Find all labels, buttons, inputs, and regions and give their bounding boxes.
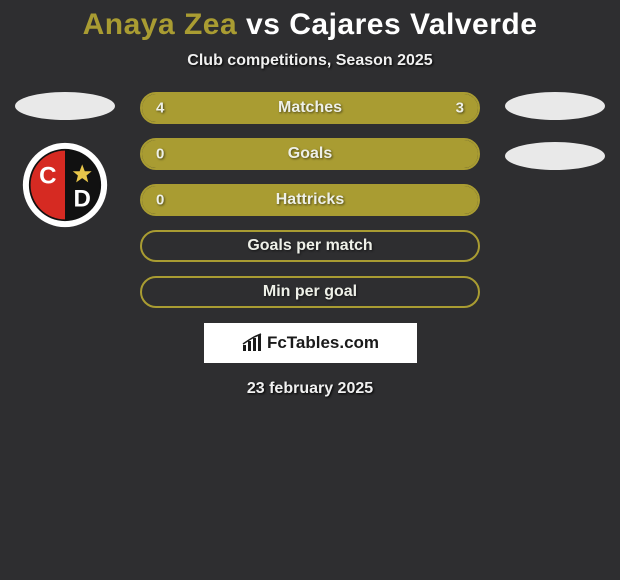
stat-pill-min-per-goal: Min per goal: [140, 276, 480, 308]
brand-text: FcTables.com: [267, 333, 379, 353]
stat-value-left: 0: [156, 146, 164, 163]
crest-svg: C D: [22, 142, 108, 228]
stat-label: Matches: [278, 99, 342, 117]
title-player-left: Anaya Zea: [83, 8, 238, 41]
club-crest-left: C D: [22, 142, 108, 228]
stat-label: Goals per match: [247, 237, 372, 255]
subtitle: Club competitions, Season 2025: [0, 52, 620, 70]
left-placeholder-ellipse: [15, 92, 115, 120]
crest-letter-c: C: [39, 162, 56, 189]
stat-label: Min per goal: [263, 283, 357, 301]
body-area: C D 4 3 Matches 0 Goals 0 Hattricks Goals per m…: [0, 92, 620, 308]
stat-label: Hattricks: [276, 191, 344, 209]
infographic-root: Anaya Zea vs Cajares Valverde Club compe…: [0, 0, 620, 398]
title-vs-right: vs Cajares Valverde: [246, 8, 537, 41]
date-line: 23 february 2025: [0, 380, 620, 398]
stat-pill-hattricks: 0 Hattricks: [140, 184, 480, 216]
stat-value-left: 4: [156, 100, 164, 117]
right-placeholder-ellipse-1: [505, 92, 605, 120]
crest-letter-d: D: [74, 186, 91, 213]
stat-label: Goals: [288, 145, 332, 163]
stat-value-left: 0: [156, 192, 164, 209]
right-column: [500, 92, 610, 192]
stat-pill-matches: 4 3 Matches: [140, 92, 480, 124]
stats-column: 4 3 Matches 0 Goals 0 Hattricks Goals per match…: [140, 92, 480, 308]
page-title: Anaya Zea vs Cajares Valverde: [0, 8, 620, 42]
stat-pill-goals: 0 Goals: [140, 138, 480, 170]
stat-value-right: 3: [456, 100, 464, 117]
brand-chart-icon: [241, 333, 263, 353]
stat-pill-goals-per-match: Goals per match: [140, 230, 480, 262]
brand-box: FcTables.com: [203, 322, 418, 364]
right-placeholder-ellipse-2: [505, 142, 605, 170]
left-column: C D: [10, 92, 120, 228]
